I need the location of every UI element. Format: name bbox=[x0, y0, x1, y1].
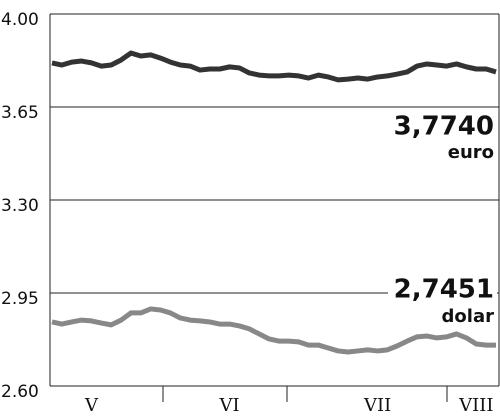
y-tick-label: 3.65 bbox=[1, 103, 39, 123]
series-line bbox=[51, 306, 496, 355]
y-tick-label: 2.60 bbox=[1, 382, 39, 402]
series-name: euro bbox=[448, 142, 494, 163]
x-tick-label: VII bbox=[363, 395, 391, 416]
x-tick-label: VI bbox=[219, 395, 240, 416]
series-line bbox=[51, 50, 497, 83]
annotation-bg bbox=[388, 112, 497, 164]
value-annotation: 2,7451 bbox=[394, 275, 494, 305]
y-tick-label: 2.95 bbox=[1, 289, 39, 309]
value-annotation: 3,7740 bbox=[394, 112, 494, 142]
series-name: dolar bbox=[442, 306, 495, 327]
y-tick-label: 3.30 bbox=[1, 196, 39, 216]
annotation-bg bbox=[388, 277, 497, 329]
x-tick-label: V bbox=[84, 395, 99, 416]
y-tick-label: 4.00 bbox=[1, 10, 39, 30]
x-tick-label: VIII bbox=[458, 395, 493, 416]
